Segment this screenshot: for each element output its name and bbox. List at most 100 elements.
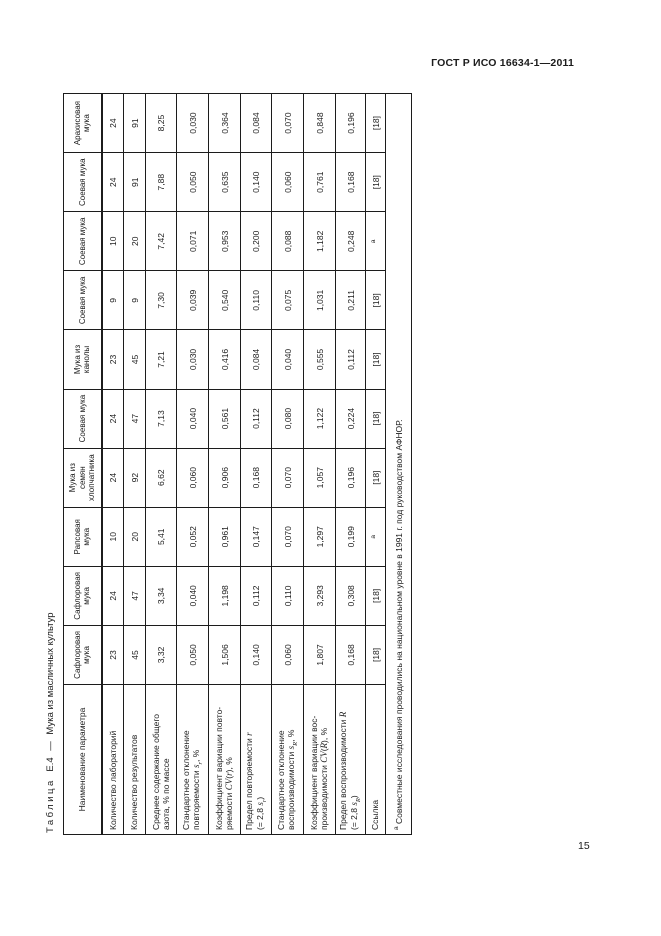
value-cell: 0,112	[240, 566, 272, 626]
value-cell: 24	[101, 566, 124, 626]
value-cell: 23	[101, 329, 124, 390]
param-name-cell: Ссылка	[365, 684, 386, 835]
value-cell: 3,293	[303, 566, 336, 626]
value-cell: 7,13	[145, 389, 177, 449]
value-cell: 0,080	[271, 389, 304, 449]
value-cell: 0,168	[240, 448, 272, 508]
value-cell: 0,060	[271, 625, 304, 685]
table-caption-label: Таблица	[45, 778, 56, 833]
value-cell: 0,168	[335, 152, 366, 212]
value-cell: 9	[101, 270, 124, 330]
value-cell: [18]	[365, 389, 386, 449]
table-row: Предел воспроизводимости R (= 2,8 sR) 0,16…	[335, 93, 366, 835]
value-cell: 0,039	[176, 270, 209, 330]
value-cell: 24	[101, 152, 124, 212]
value-cell: 0,112	[335, 329, 366, 390]
value-cell: 0,050	[176, 625, 209, 685]
value-cell: 0,084	[240, 329, 272, 390]
value-cell: 0,050	[176, 152, 209, 212]
value-cell: 20	[123, 507, 146, 567]
value-cell: 0,030	[176, 329, 209, 390]
table-row: Предел повторяемости r (= 2,8 sr) 0,140 0,1…	[240, 93, 272, 835]
footnote-row: а Совместные исследования проводились на…	[385, 93, 412, 835]
flour-column-header: Соевая мука	[63, 211, 102, 271]
value-cell: 0,761	[303, 152, 336, 212]
value-cell: 0,248	[335, 211, 366, 271]
table-caption-dash: —	[45, 741, 56, 751]
document-header: ГОСТ Р ИСО 16634-1—2011	[431, 57, 574, 69]
value-cell: 0,561	[208, 389, 241, 449]
value-cell: 0,555	[303, 329, 336, 390]
value-cell: 0,211	[335, 270, 366, 330]
param-name-cell: Количество лабораторий	[101, 684, 124, 835]
value-cell: 0,168	[335, 625, 366, 685]
value-cell: 1,807	[303, 625, 336, 685]
table-footnote: а Совместные исследования проводились на…	[385, 93, 412, 835]
value-cell: 45	[123, 625, 146, 685]
flour-column-header: Соевая мука	[63, 270, 102, 330]
param-name-cell: Количество результатов	[123, 684, 146, 835]
value-cell: 24	[101, 93, 124, 153]
value-cell: [18]	[365, 329, 386, 390]
flour-column-header: Соевая мука	[63, 152, 102, 212]
param-column-header: Наименование параметра	[63, 684, 102, 835]
value-cell: 0,088	[271, 211, 304, 271]
table-caption: Таблица Е.4 — Мука из масличных культур	[45, 93, 63, 835]
flour-column-header: Сафлоровая мука	[63, 566, 102, 626]
value-cell: 45	[123, 329, 146, 390]
value-cell: 0,308	[335, 566, 366, 626]
table-header-row: Наименование параметра Сафлоровая мука Саф…	[63, 93, 102, 835]
page-number: 15	[578, 840, 590, 852]
value-cell: 0,110	[271, 566, 304, 626]
value-cell: [18]	[365, 152, 386, 212]
param-name-cell: Стандартное отклонение воспроизводимости …	[271, 684, 304, 835]
table-caption-number: Е.4	[45, 757, 56, 772]
value-cell: [18]	[365, 448, 386, 508]
value-cell: 0,060	[271, 152, 304, 212]
param-name-cell: Коэффициент вариации повто-ряемости CV(r…	[208, 684, 241, 835]
value-cell: 0,848	[303, 93, 336, 153]
value-cell: а	[365, 211, 386, 271]
value-cell: 47	[123, 389, 146, 449]
value-cell: [18]	[365, 625, 386, 685]
value-cell: 0,953	[208, 211, 241, 271]
param-name-cell: Стандартное отклонение повторяемости sr, …	[176, 684, 209, 835]
value-cell: 7,30	[145, 270, 177, 330]
data-table: Наименование параметра Сафлоровая мука Саф…	[63, 93, 412, 835]
value-cell: 7,42	[145, 211, 177, 271]
value-cell: 0,961	[208, 507, 241, 567]
value-cell: 24	[101, 448, 124, 508]
flour-column-header: Соевая мука	[63, 389, 102, 449]
value-cell: 0,070	[271, 448, 304, 508]
value-cell: 20	[123, 211, 146, 271]
value-cell: 9	[123, 270, 146, 330]
value-cell: 5,41	[145, 507, 177, 567]
value-cell: 0,071	[176, 211, 209, 271]
value-cell: 0,084	[240, 93, 272, 153]
table-row: Среднее содержание общего азота, % по мас…	[145, 93, 177, 835]
value-cell: 24	[101, 389, 124, 449]
value-cell: [18]	[365, 566, 386, 626]
value-cell: 47	[123, 566, 146, 626]
param-name-cell: Предел воспроизводимости R (= 2,8 sR)	[335, 684, 366, 835]
value-cell: 1,122	[303, 389, 336, 449]
table-row: Стандартное отклонение воспроизводимости …	[271, 93, 304, 835]
param-name-cell: Предел повторяемости r (= 2,8 sr)	[240, 684, 272, 835]
value-cell: [18]	[365, 270, 386, 330]
value-cell: 0,540	[208, 270, 241, 330]
table-row: Количество результатов 45 47 20 92 47 45 9 20 91 9…	[123, 93, 146, 835]
table-row: Коэффициент вариации повто-ряемости CV(r…	[208, 93, 241, 835]
value-cell: 0,140	[240, 625, 272, 685]
value-cell: 0,416	[208, 329, 241, 390]
flour-column-header: Рапсовая мука	[63, 507, 102, 567]
value-cell: 0,196	[335, 93, 366, 153]
table-caption-title: Мука из масличных культур	[45, 612, 56, 735]
value-cell: 1,506	[208, 625, 241, 685]
param-name-cell: Коэффициент вариации вос-производимости …	[303, 684, 336, 835]
value-cell: 91	[123, 152, 146, 212]
value-cell: 0,070	[271, 93, 304, 153]
value-cell: 0,224	[335, 389, 366, 449]
value-cell: 3,34	[145, 566, 177, 626]
value-cell: 8,25	[145, 93, 177, 153]
